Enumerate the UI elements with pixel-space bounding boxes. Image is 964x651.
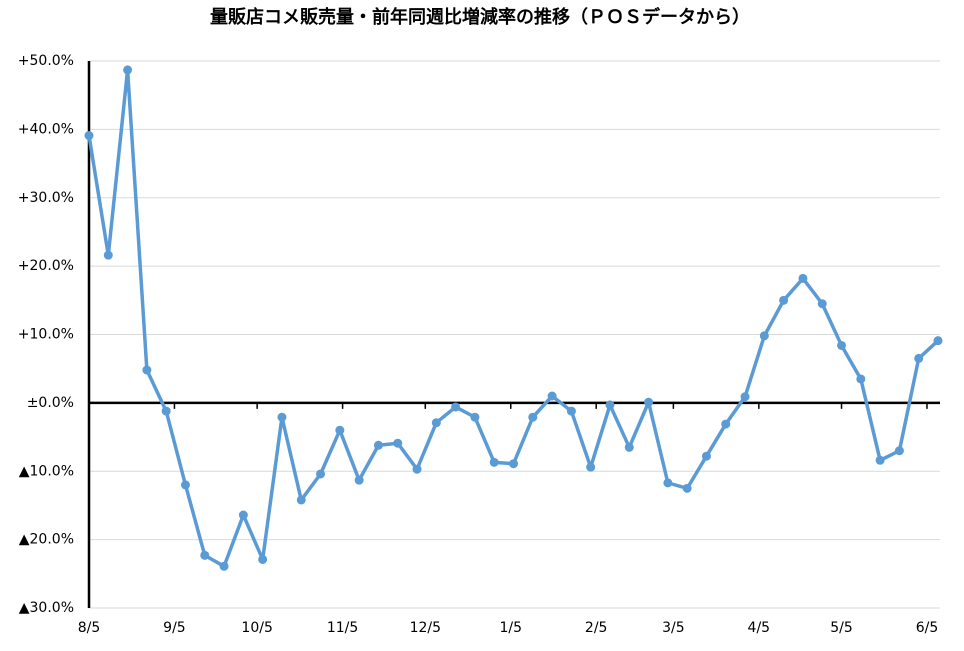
data-point: [354, 475, 364, 485]
y-tick-label: ▲10.0%: [19, 463, 74, 479]
x-tick-label: 9/5: [163, 620, 186, 636]
data-point: [258, 554, 268, 564]
data-point: [914, 353, 924, 363]
x-tick-label: 1/5: [499, 620, 522, 636]
data-point: [586, 462, 596, 472]
data-point: [431, 418, 441, 428]
y-tick-label: +10.0%: [18, 327, 74, 343]
data-point: [817, 299, 827, 309]
data-point: [663, 478, 673, 488]
data-point: [566, 406, 576, 416]
data-point: [837, 340, 847, 350]
data-point: [296, 495, 306, 505]
data-point: [238, 510, 248, 520]
y-tick-label: ±0.0%: [27, 395, 74, 411]
data-point: [161, 406, 171, 416]
data-point: [701, 451, 711, 461]
y-tick-label: ▲30.0%: [19, 600, 74, 616]
x-tick-label: 11/5: [327, 620, 358, 636]
data-point: [779, 295, 789, 305]
data-point: [509, 459, 518, 469]
data-point: [759, 331, 769, 341]
data-point: [180, 480, 190, 490]
data-point: [856, 374, 866, 384]
y-tick-label: +20.0%: [18, 258, 74, 274]
y-tick-label: +30.0%: [18, 190, 74, 206]
data-point: [219, 561, 229, 571]
data-point: [721, 419, 731, 429]
x-tick-label: 3/5: [662, 620, 685, 636]
data-point: [84, 131, 94, 141]
data-point: [489, 457, 499, 467]
y-tick-label: +40.0%: [18, 121, 74, 137]
x-tick-label: 6/5: [916, 620, 939, 636]
chart-title: 量販店コメ販売量・前年同週比増減率の推移（ＰＯＳデータから）: [210, 6, 750, 28]
data-point: [451, 402, 461, 412]
data-point: [624, 442, 634, 452]
x-tick-label: 5/5: [830, 620, 853, 636]
data-point: [470, 412, 480, 422]
data-point: [412, 464, 422, 474]
data-point: [103, 250, 113, 260]
data-point: [644, 397, 654, 407]
data-point: [335, 425, 345, 435]
data-point: [682, 483, 692, 493]
data-point: [894, 446, 904, 456]
data-point: [373, 440, 383, 450]
data-point: [142, 365, 152, 375]
data-point: [875, 455, 885, 465]
data-point: [605, 400, 615, 410]
data-point: [123, 65, 133, 75]
series-line: [87, 68, 940, 569]
data-point: [393, 438, 403, 448]
data-point: [740, 392, 750, 402]
y-tick-label: ▲20.0%: [19, 532, 74, 548]
data-point: [316, 469, 326, 479]
x-tick-label: 10/5: [241, 620, 272, 636]
data-point: [528, 412, 538, 422]
x-tick-label: 2/5: [585, 620, 608, 636]
x-tick-label: 12/5: [410, 620, 441, 636]
y-tick-label: +50.0%: [18, 53, 74, 69]
data-point: [933, 336, 943, 346]
data-point: [798, 273, 808, 283]
data-point: [200, 550, 210, 560]
data-point: [547, 391, 557, 401]
x-tick-label: 8/5: [78, 620, 101, 636]
x-tick-label: 4/5: [748, 620, 771, 636]
data-point: [277, 412, 287, 422]
